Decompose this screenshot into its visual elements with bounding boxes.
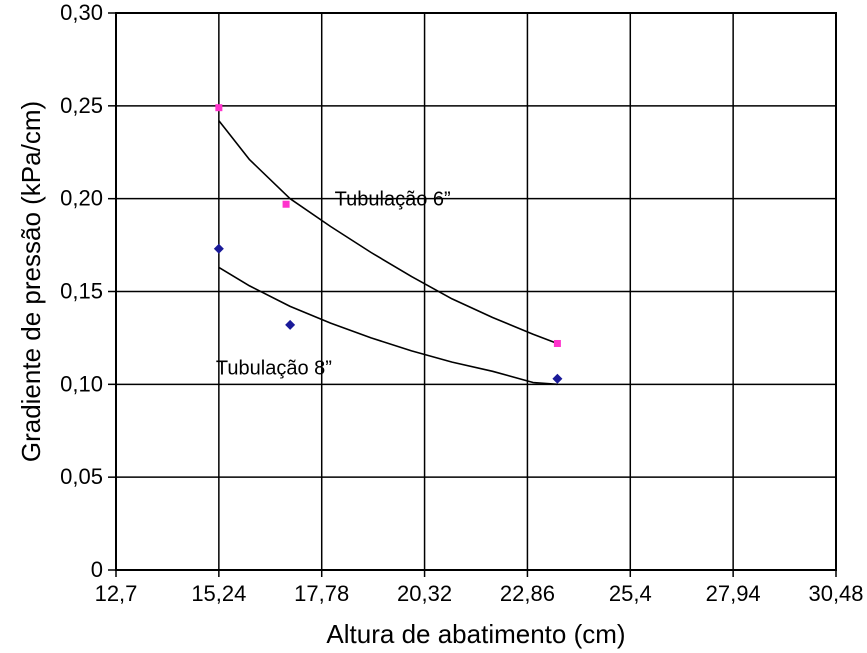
- y-tick-label: 0,25: [60, 93, 103, 118]
- grid: [115, 12, 837, 571]
- data-point-series-2: [552, 373, 563, 384]
- x-axis-title: Altura de abatimento (cm): [326, 619, 625, 649]
- data-point-series-2: [285, 319, 296, 330]
- series-annotation-1: Tubulação 6”: [335, 189, 451, 211]
- x-tick-label: 22,86: [500, 581, 555, 606]
- trend-lines: [218, 120, 558, 386]
- y-axis-ticks: 0 0,05 0,10 0,15 0,20 0,25 0,30: [60, 0, 116, 582]
- y-tick-label: 0,05: [60, 464, 103, 489]
- y-tick-label: 0,15: [60, 279, 103, 304]
- x-tick-label: 15,24: [191, 581, 246, 606]
- trend-line-2: [218, 266, 558, 386]
- y-axis-title: Gradiente de pressão (kPa/cm): [16, 101, 46, 462]
- data-point-series-1: [553, 339, 561, 347]
- x-axis-ticks: 12,7 15,24 17,78 20,32 22,86 25,4 27,94 30,48: [95, 570, 864, 606]
- annotations: Tubulação 6” Tubulação 8”: [216, 189, 451, 380]
- y-tick-label: 0,20: [60, 186, 103, 211]
- data-point-series-1: [215, 104, 223, 112]
- x-tick-label: 25,4: [609, 581, 652, 606]
- x-tick-label: 20,32: [397, 581, 452, 606]
- trend-line-1: [218, 120, 558, 345]
- x-tick-label: 30,48: [808, 581, 863, 606]
- series-annotation-2: Tubulação 8”: [216, 358, 332, 380]
- y-tick-label: 0,30: [60, 0, 103, 25]
- data-point-series-1: [282, 200, 290, 208]
- y-tick-label: 0,10: [60, 371, 103, 396]
- data-point-series-2: [213, 243, 224, 254]
- x-tick-label: 12,7: [95, 581, 138, 606]
- y-tick-label: 0: [91, 557, 103, 582]
- x-tick-label: 27,94: [706, 581, 761, 606]
- data-points: [213, 104, 563, 384]
- x-tick-label: 17,78: [294, 581, 349, 606]
